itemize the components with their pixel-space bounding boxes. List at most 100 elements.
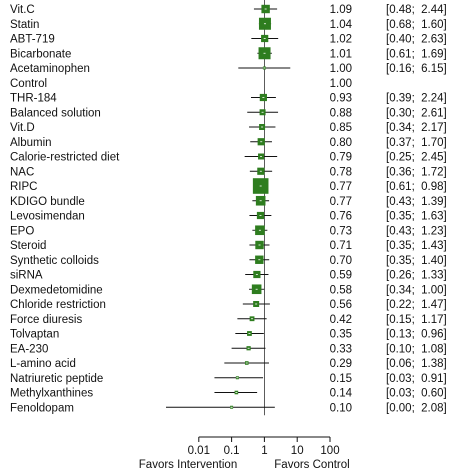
forest-row: EA-230 0.33 [0.10; 1.08] <box>10 343 447 355</box>
row-ci: [0.43; 1.39] <box>386 196 447 208</box>
row-estimate: 0.73 <box>330 225 352 237</box>
row-estimate: 1.04 <box>330 19 353 31</box>
row-ci: [0.10; 1.08] <box>386 343 447 355</box>
row-estimate: 0.76 <box>330 211 352 223</box>
row-estimate: 0.35 <box>330 329 352 341</box>
row-label: Calorie-restricted diet <box>10 152 120 164</box>
row-ci: [0.40; 2.63] <box>386 34 447 46</box>
row-ci: [0.26; 1.33] <box>386 270 447 282</box>
row-ci: [0.03; 0.60] <box>386 388 447 400</box>
forest-row: THR-184 0.93 [0.39; 2.24] <box>10 93 447 105</box>
forest-row: Control 1.00 <box>10 78 352 90</box>
row-estimate: 0.77 <box>330 181 352 193</box>
row-label: EA-230 <box>10 343 48 355</box>
row-estimate: 0.29 <box>330 358 352 370</box>
row-estimate: 0.79 <box>330 152 352 164</box>
row-estimate: 0.80 <box>330 137 352 149</box>
forest-row: Chloride restriction 0.56 [0.22; 1.47] <box>10 299 447 311</box>
forest-row: Balanced solution 0.88 [0.30; 2.61] <box>10 107 447 119</box>
row-ci: [0.34; 2.17] <box>386 122 447 134</box>
row-estimate: 0.42 <box>330 314 352 326</box>
forest-row: Levosimendan 0.76 [0.35; 1.63] <box>10 211 447 223</box>
forest-row: L-amino acid 0.29 [0.06; 1.38] <box>10 358 447 370</box>
row-estimate: 1.00 <box>330 78 352 90</box>
row-ci: [0.13; 0.96] <box>386 329 447 341</box>
forest-row: Bicarbonate 1.01 [0.61; 1.69] <box>10 47 447 60</box>
row-ci: [0.36; 1.72] <box>386 166 447 178</box>
row-label: NAC <box>10 166 34 178</box>
row-label: RIPC <box>10 181 37 193</box>
row-ci: [0.06; 1.38] <box>386 358 447 370</box>
row-label: Vit.C <box>10 4 35 16</box>
forest-row: RIPC 0.77 [0.61; 0.98] <box>10 178 447 194</box>
row-ci: [0.61; 0.98] <box>386 181 447 193</box>
row-estimate: 0.10 <box>330 402 352 414</box>
row-ci: [0.25; 2.45] <box>386 152 447 164</box>
row-label: ABT-719 <box>10 34 55 46</box>
forest-row: Statin 1.04 [0.68; 1.60] <box>10 17 447 31</box>
forest-row: Acetaminophen 1.00 [0.16; 6.15] <box>10 63 447 75</box>
forest-row: KDIGO bundle 0.77 [0.43; 1.39] <box>10 196 447 208</box>
row-ci: [0.34; 1.00] <box>386 284 447 296</box>
row-ci: [0.68; 1.60] <box>386 19 447 31</box>
row-label: Bicarbonate <box>10 48 71 60</box>
row-label: Tolvaptan <box>10 329 59 341</box>
forest-row: Vit.D 0.85 [0.34; 2.17] <box>10 122 447 134</box>
row-estimate: 0.15 <box>330 373 352 385</box>
row-estimate: 0.59 <box>330 270 352 282</box>
row-label: Force diuresis <box>10 314 82 326</box>
row-label: Acetaminophen <box>10 63 90 75</box>
row-ci: [0.48; 2.44] <box>386 4 447 16</box>
row-label: KDIGO bundle <box>10 196 85 208</box>
row-estimate: 0.58 <box>330 284 352 296</box>
forest-row: Steroid 0.71 [0.35; 1.43] <box>10 240 447 252</box>
row-ci: [0.00; 2.08] <box>386 402 447 414</box>
row-estimate: 0.56 <box>330 299 352 311</box>
row-estimate: 0.14 <box>330 388 353 400</box>
row-label: Balanced solution <box>10 107 101 119</box>
x-tick-label: 1 <box>261 445 267 457</box>
forest-row: Calorie-restricted diet 0.79 [0.25; 2.45] <box>10 152 447 164</box>
row-ci: [0.37; 1.70] <box>386 137 447 149</box>
forest-row: Albumin 0.80 [0.37; 1.70] <box>10 137 447 149</box>
forest-row: Synthetic colloids 0.70 [0.35; 1.40] <box>10 255 447 267</box>
forest-row: NAC 0.78 [0.36; 1.72] <box>10 166 447 178</box>
row-label: Methylxanthines <box>10 388 93 400</box>
row-estimate: 0.78 <box>330 166 352 178</box>
forest-row: Dexmedetomidine 0.58 [0.34; 1.00] <box>10 284 447 296</box>
row-estimate: 0.85 <box>330 122 352 134</box>
row-ci: [0.15; 1.17] <box>386 314 447 326</box>
row-estimate: 0.88 <box>330 107 352 119</box>
row-estimate: 0.71 <box>330 240 352 252</box>
row-ci: [0.61; 1.69] <box>386 48 447 60</box>
row-label: Albumin <box>10 137 52 149</box>
row-label: Fenoldopam <box>10 402 74 414</box>
x-tick-label: 10 <box>291 445 304 457</box>
forest-row: Natriuretic peptide 0.15 [0.03; 0.91] <box>10 373 447 385</box>
row-label: Natriuretic peptide <box>10 373 103 385</box>
row-ci: [0.43; 1.23] <box>386 225 447 237</box>
row-label: Vit.D <box>10 122 35 134</box>
forest-row: ABT-719 1.02 [0.40; 2.63] <box>10 34 447 46</box>
row-label: Control <box>10 78 47 90</box>
row-estimate: 1.02 <box>330 34 352 46</box>
x-tick-label: 0.01 <box>188 445 210 457</box>
row-label: Synthetic colloids <box>10 255 99 267</box>
row-ci: [0.22; 1.47] <box>386 299 447 311</box>
row-estimate: 0.77 <box>330 196 352 208</box>
forest-row: siRNA 0.59 [0.26; 1.33] <box>10 270 447 282</box>
row-label: THR-184 <box>10 93 57 105</box>
forest-row: EPO 0.73 [0.43; 1.23] <box>10 225 447 237</box>
row-estimate: 1.01 <box>330 48 352 60</box>
row-ci: [0.35; 1.63] <box>386 211 447 223</box>
forest-row: Methylxanthines 0.14 [0.03; 0.60] <box>10 388 447 400</box>
favors-intervention-label: Favors Intervention <box>139 459 237 471</box>
row-label: EPO <box>10 225 34 237</box>
row-ci: [0.39; 2.24] <box>386 93 447 105</box>
forest-row: Fenoldopam 0.10 [0.00; 2.08] <box>10 402 447 414</box>
row-label: siRNA <box>10 270 43 282</box>
row-estimate: 1.09 <box>330 4 352 16</box>
row-label: Statin <box>10 19 39 31</box>
x-axis: 0.01 0.1 1 10 100 <box>188 436 340 457</box>
